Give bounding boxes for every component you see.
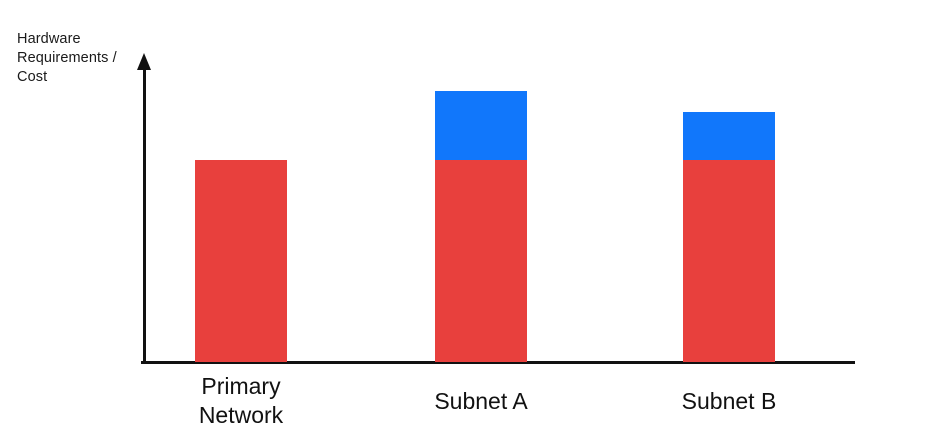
red-base-segment bbox=[683, 160, 775, 362]
red-base-segment bbox=[435, 160, 527, 362]
category-label-subnet-a: Subnet A bbox=[434, 387, 528, 414]
y-axis-line bbox=[143, 64, 146, 364]
bar-group bbox=[683, 111, 775, 362]
bar-group bbox=[195, 160, 287, 362]
y-axis-label: Hardware Requirements / Cost bbox=[17, 31, 117, 85]
blue-overhead-segment bbox=[435, 91, 527, 160]
red-base-segment bbox=[195, 160, 287, 362]
x-axis-line bbox=[141, 361, 855, 364]
category-label-primary-network: Primary Network bbox=[198, 373, 284, 428]
blue-overhead-segment bbox=[683, 111, 775, 160]
category-label-subnet-b: Subnet B bbox=[681, 387, 777, 414]
bar-group bbox=[435, 91, 527, 362]
y-axis-arrowhead-icon bbox=[137, 53, 151, 70]
